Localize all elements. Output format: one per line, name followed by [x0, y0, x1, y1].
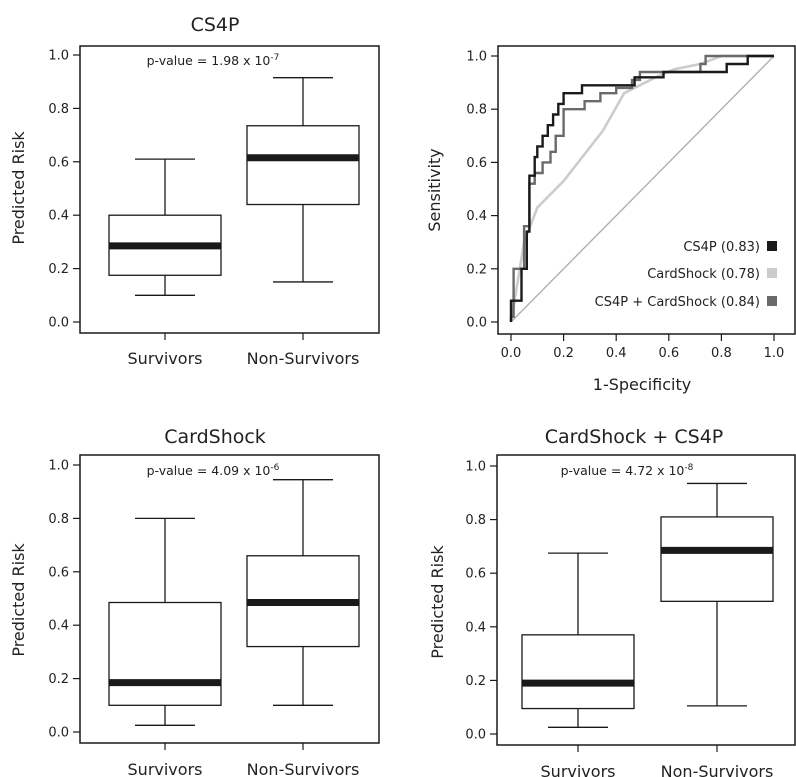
y-tick-label: 0.6 — [465, 567, 486, 582]
category-label-non-survivors: Non-Survivors — [247, 349, 360, 368]
p-value-annotation: p-value = 4.72 x 10-8 — [561, 463, 694, 478]
y-tick-label: 1.0 — [48, 49, 69, 64]
y-tick-label: 0.0 — [466, 316, 487, 331]
panel-combined-boxplot: CardShock + CS4P Predicted Risk p-value … — [428, 426, 796, 777]
y-tick-label: 0.4 — [466, 209, 487, 224]
roc-reference-line — [510, 55, 775, 323]
legend-swatch — [767, 268, 777, 278]
y-tick-label: 0.6 — [466, 156, 487, 171]
p-value-annotation: p-value = 4.09 x 10-6 — [147, 463, 280, 478]
box-iqr — [521, 634, 635, 710]
y-tick-label: 0.8 — [48, 512, 69, 527]
x-axis-label: 1-Specificity — [593, 375, 691, 394]
y-tick-label: 0.0 — [48, 316, 69, 331]
y-tick-label: 0.2 — [48, 262, 69, 277]
legend-label: CS4P (0.83) — [683, 240, 760, 255]
panel-cardshock-boxplot: CardShock Predicted Risk p-value = 4.09 … — [9, 426, 380, 777]
y-tick-label: 0.8 — [465, 513, 486, 528]
y-tick-label: 0.8 — [466, 103, 487, 118]
y-tick-label: 1.0 — [465, 460, 486, 475]
y-tick-label: 0.6 — [48, 155, 69, 170]
roc-curve-0 — [509, 54, 774, 322]
category-label-survivors: Survivors — [128, 760, 203, 777]
y-axis-label: Predicted Risk — [9, 543, 28, 657]
plot-frame — [496, 454, 796, 746]
y-axis-label: Sensitivity — [425, 148, 444, 231]
x-tick-label: 0.2 — [553, 346, 574, 361]
p-value-annotation: p-value = 1.98 x 10-7 — [147, 53, 280, 68]
plot-frame — [79, 45, 380, 334]
legend-label: CS4P + CardShock (0.84) — [595, 295, 760, 310]
y-tick-label: 1.0 — [48, 459, 69, 474]
y-tick-label: 0.0 — [48, 726, 69, 741]
panel-title: CardShock + CS4P — [545, 426, 724, 448]
y-tick-label: 0.2 — [466, 262, 487, 277]
plot-frame — [497, 45, 796, 335]
x-tick-label: 0.8 — [711, 346, 732, 361]
y-tick-label: 0.6 — [48, 565, 69, 580]
panel-cs4p-boxplot: CS4P Predicted Risk p-value = 1.98 x 10-… — [9, 14, 380, 368]
y-tick-label: 0.4 — [48, 209, 69, 224]
roc-curve-2 — [509, 54, 774, 322]
x-tick-label: 0.0 — [501, 346, 522, 361]
roc-legend: CS4P (0.83) CardShock (0.78) CS4P + CardSh… — [595, 240, 777, 310]
panel-roc-curves: Sensitivity 1-Specificity CS4P (0.83) Car… — [425, 45, 796, 394]
y-tick-label: 0.4 — [465, 620, 486, 635]
y-axis-label: Predicted Risk — [428, 545, 447, 659]
y-tick-label: 0.4 — [48, 619, 69, 634]
y-axis-label: Predicted Risk — [9, 131, 28, 245]
roc-curve-1 — [509, 54, 774, 323]
category-label-survivors: Survivors — [541, 762, 616, 777]
panel-title: CardShock — [164, 426, 266, 448]
x-tick-label: 0.4 — [606, 346, 627, 361]
y-tick-label: 0.2 — [48, 672, 69, 687]
y-tick-label: 0.2 — [465, 674, 486, 689]
category-label-non-survivors: Non-Survivors — [247, 760, 360, 777]
box-iqr — [246, 125, 360, 206]
x-tick-label: 0.6 — [658, 346, 679, 361]
box-iqr — [660, 516, 774, 602]
legend-swatch — [767, 296, 777, 306]
y-tick-label: 0.8 — [48, 102, 69, 117]
category-label-non-survivors: Non-Survivors — [661, 762, 774, 777]
box-iqr — [108, 601, 222, 706]
plot-frame — [79, 454, 380, 744]
x-tick-label: 1.0 — [764, 346, 785, 361]
legend-swatch — [767, 241, 777, 251]
y-tick-label: 0.0 — [465, 728, 486, 743]
legend-label: CardShock (0.78) — [647, 267, 760, 282]
panel-title: CS4P — [191, 14, 240, 36]
y-tick-label: 1.0 — [466, 50, 487, 65]
category-label-survivors: Survivors — [128, 349, 203, 368]
